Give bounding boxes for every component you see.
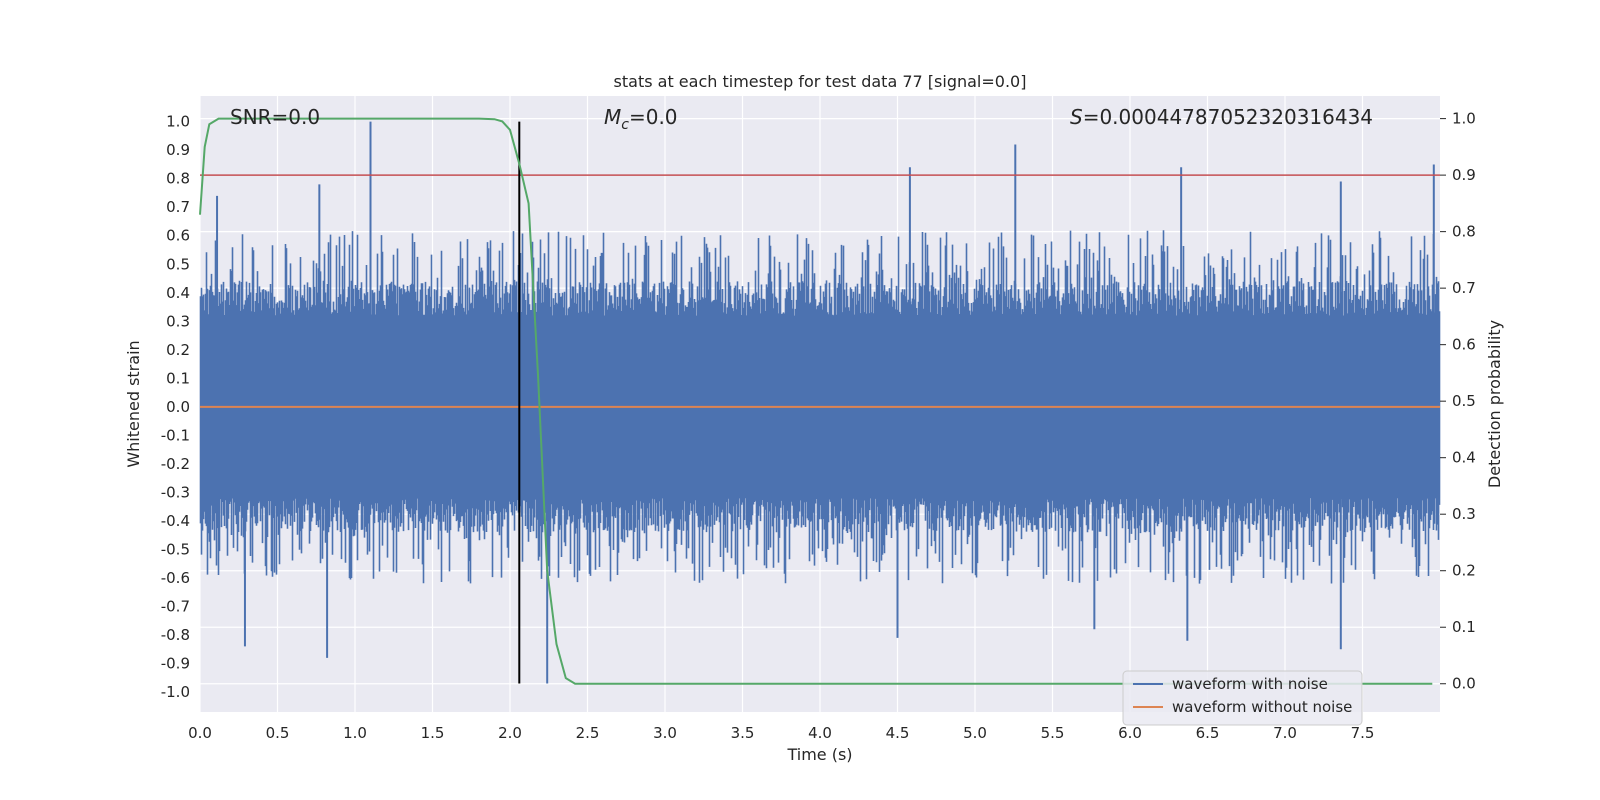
y-tick-label-left: 0.7 [166, 198, 190, 216]
x-tick-label: 3.0 [653, 724, 677, 742]
y-tick-label-right: 0.0 [1452, 675, 1476, 693]
ticks: 0.0 0.5 1.0 1.5 2.0 2.5 3.0 3.5 4.0 4.5 5.0 5.5 6.0 6… [161, 110, 1476, 742]
x-tick-label: 6.0 [1118, 724, 1142, 742]
y-tick-label-left: -0.9 [161, 655, 190, 673]
chirp-mass-subscript: c [621, 117, 629, 133]
x-tick-label: 6.5 [1196, 724, 1220, 742]
y-tick-label-left: 0.8 [166, 170, 190, 188]
x-axis-label: Time (s) [786, 745, 852, 764]
legend-box [1122, 670, 1363, 726]
x-tick-label: 5.5 [1041, 724, 1065, 742]
x-tick-label: 2.0 [498, 724, 522, 742]
y-tick-label-right: 1.0 [1452, 110, 1476, 128]
score-value: =0.00044787052320316434 [1083, 105, 1373, 129]
detection-probability-line [199, 117, 1433, 685]
x-tick-label: 0.0 [188, 724, 212, 742]
y-tick-label-right: 0.3 [1452, 505, 1476, 523]
x-tick-label: 7.5 [1351, 724, 1375, 742]
y-tick-label-right: 0.4 [1452, 449, 1476, 467]
y-tick-label-left: -0.5 [161, 540, 190, 558]
y-tick-label-left: -0.2 [161, 455, 190, 473]
y-tick-label-left: -0.1 [161, 426, 190, 444]
y-tick-label-left: -0.6 [161, 569, 190, 587]
x-tick-label: 1.5 [421, 724, 445, 742]
snr-annotation: SNR=0.0 [230, 105, 320, 129]
chirp-mass-value: =0.0 [629, 105, 678, 129]
overlay-lines [199, 117, 1440, 685]
y-tick-label-left: 0.5 [166, 255, 190, 273]
x-tick-label: 0.5 [266, 724, 290, 742]
chirp-mass-symbol: M [604, 105, 621, 129]
y-tick-label-right: 0.1 [1452, 618, 1476, 636]
y-tick-label-left: 0.0 [166, 398, 190, 416]
x-tick-label: 4.5 [886, 724, 910, 742]
y-tick-label-right: 0.2 [1452, 562, 1476, 580]
y-tick-label-left: -0.4 [161, 512, 190, 530]
y-tick-label-right: 0.9 [1452, 166, 1476, 184]
y-tick-label-right: 0.5 [1452, 392, 1476, 410]
y-tick-label-left: -0.8 [161, 626, 190, 644]
y-tick-label-left: 0.6 [166, 227, 190, 245]
y-tick-label-left: 0.9 [166, 141, 190, 159]
y-tick-label-left: 0.3 [166, 312, 190, 330]
legend-label-clean: waveform without noise [1172, 698, 1352, 716]
y-tick-label-right: 0.8 [1452, 223, 1476, 241]
x-tick-label: 5.0 [963, 724, 987, 742]
score-annotation: S=0.00044787052320316434 [1070, 105, 1373, 129]
score-symbol: S [1070, 105, 1083, 129]
y-tick-label-right: 0.7 [1452, 279, 1476, 297]
y-tick-label-left: 0.2 [166, 341, 190, 359]
chirp-mass-annotation: Mc=0.0 [604, 105, 678, 133]
x-tick-label: 4.0 [808, 724, 832, 742]
y-tick-label-left: -0.3 [161, 483, 190, 501]
y-axis-label-right: Detection probability [1485, 320, 1504, 488]
x-tick-label: 3.5 [731, 724, 755, 742]
y-tick-label-left: -1.0 [161, 683, 190, 701]
x-tick-label: 2.5 [576, 724, 600, 742]
y-tick-label-left: -0.7 [161, 597, 190, 615]
y-tick-label-right: 0.6 [1452, 336, 1476, 354]
legend: waveform with noise waveform without noi… [1122, 670, 1363, 726]
y-tick-label-left: 0.1 [166, 369, 190, 387]
x-tick-label: 7.0 [1273, 724, 1297, 742]
x-tick-label: 1.0 [343, 724, 367, 742]
y-axis-label-left: Whitened strain [124, 340, 143, 467]
y-tick-label-left: 0.4 [166, 284, 190, 302]
legend-label-noise: waveform with noise [1172, 675, 1328, 693]
y-tick-label-left: 1.0 [166, 113, 190, 131]
chart-title: stats at each timestep for test data 77 … [614, 72, 1027, 91]
